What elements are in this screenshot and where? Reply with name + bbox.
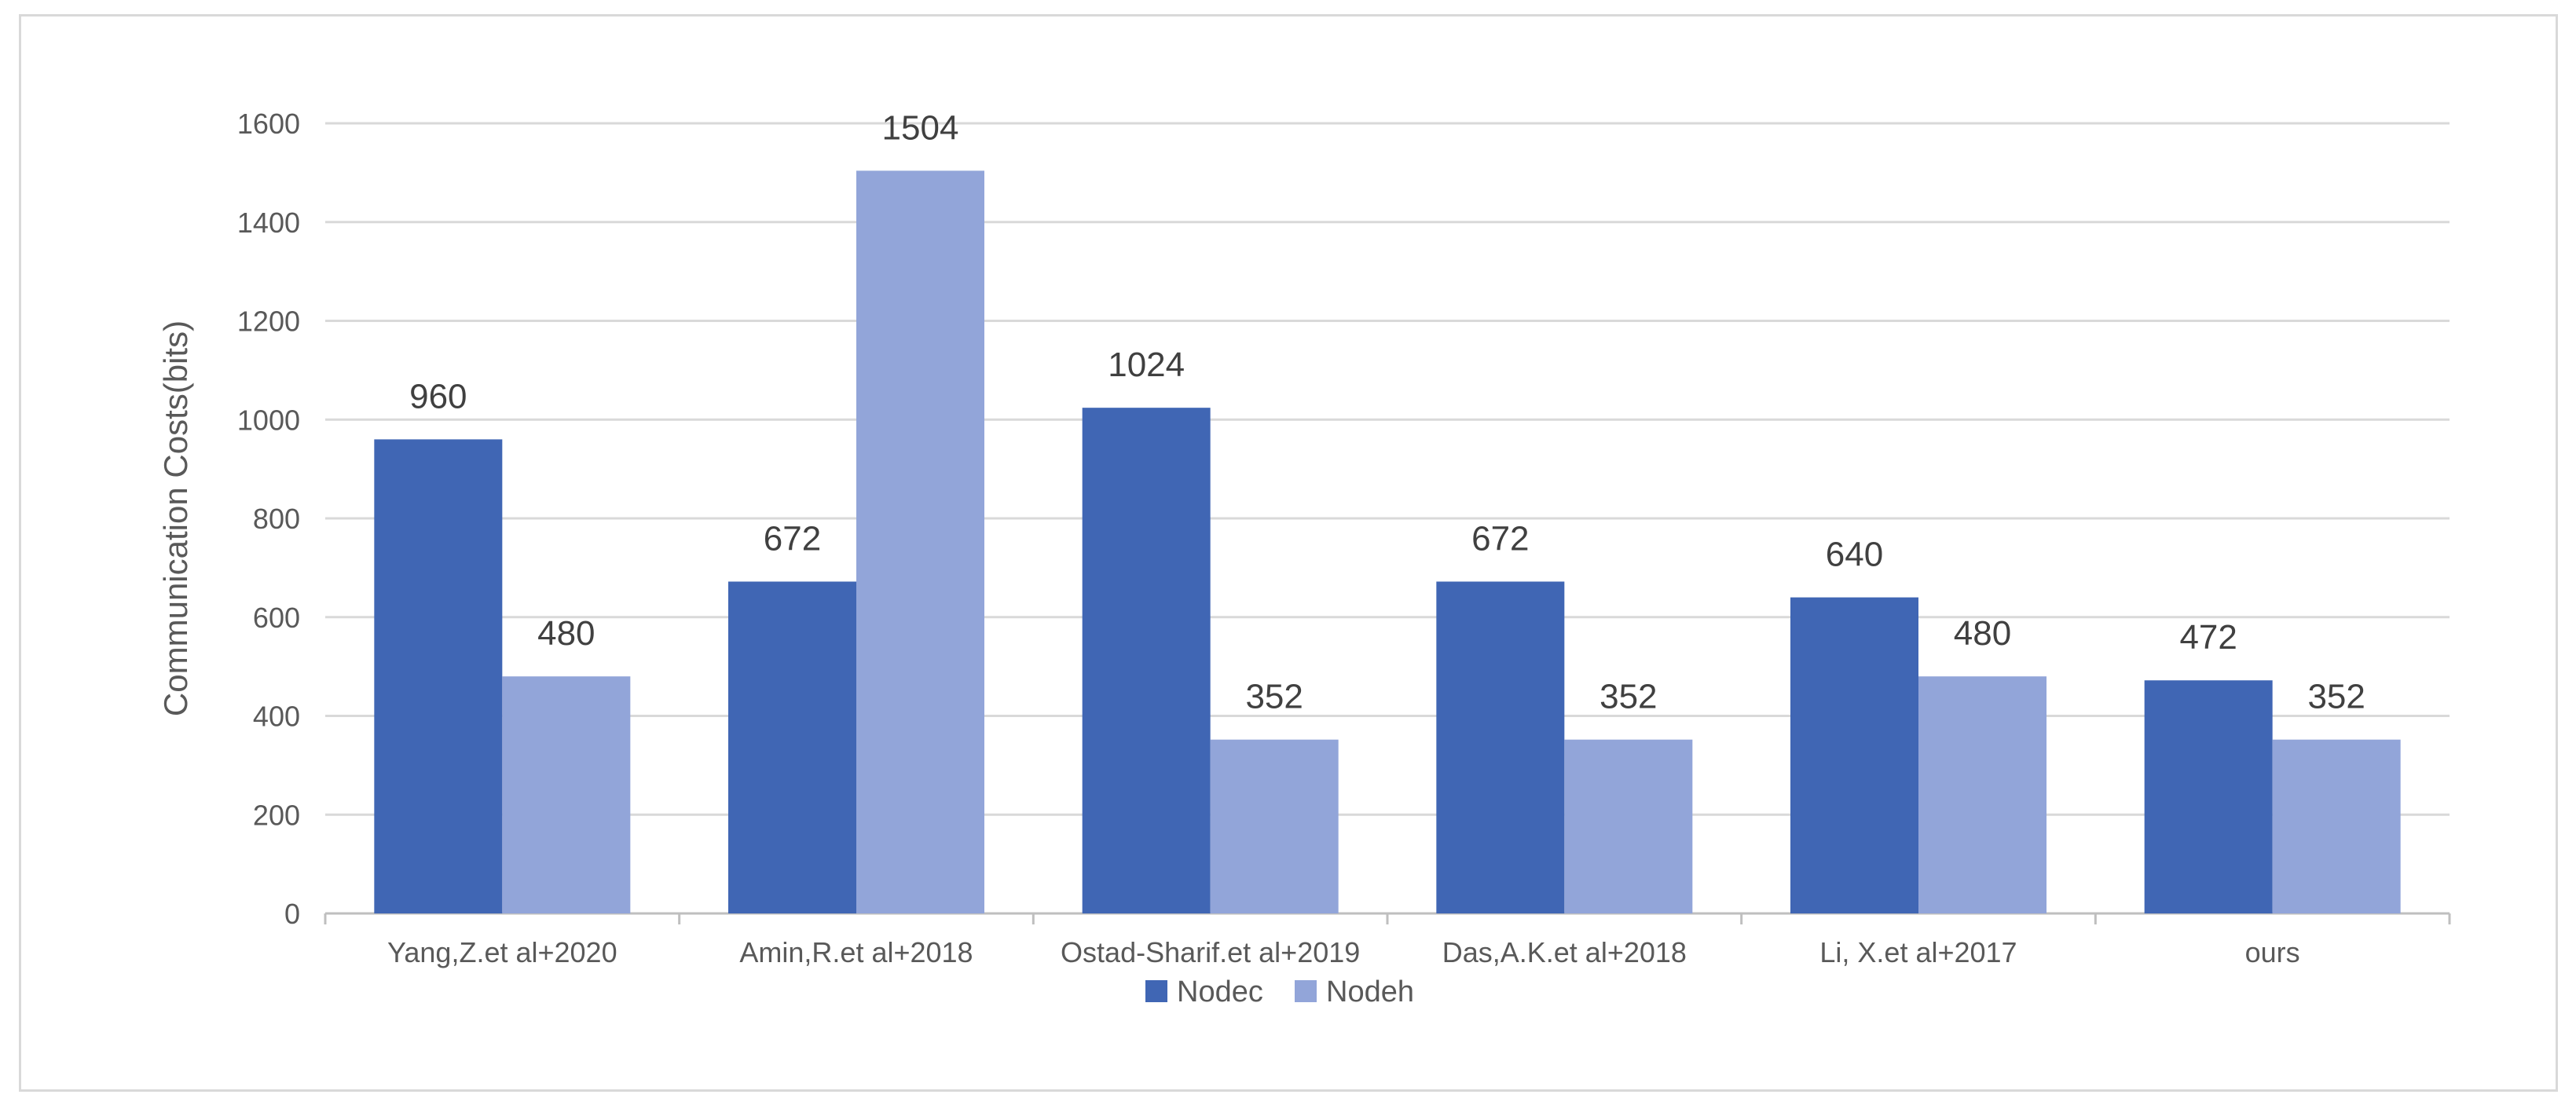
- legend-label-nodeh: Nodeh: [1326, 975, 1414, 1008]
- bar-nodeh: [856, 170, 984, 914]
- data-label: 352: [2307, 678, 2365, 716]
- bar-nodec: [1082, 408, 1211, 913]
- bar-nodeh: [502, 676, 631, 913]
- y-tick-label: 600: [253, 602, 300, 634]
- y-tick-label: 800: [253, 503, 300, 535]
- data-labels: 960 480 672 1504 1024 352 672 352 640 480 472 352: [409, 108, 2365, 716]
- bar-nodec: [728, 581, 856, 913]
- bar-nodec: [2144, 680, 2273, 913]
- y-tick-label: 1200: [237, 306, 300, 338]
- x-tick-label: Amin,R.et al+2018: [739, 936, 973, 968]
- bar-nodec: [374, 439, 503, 913]
- x-tick-label: ours: [2245, 936, 2300, 968]
- y-tick-label: 1400: [237, 207, 300, 239]
- data-label: 352: [1599, 678, 1657, 716]
- bar-nodec: [1436, 581, 1565, 913]
- data-label: 640: [1826, 536, 1883, 574]
- y-tick-label: 0: [284, 898, 300, 930]
- bar-nodeh: [1918, 676, 2047, 913]
- bar-nodec: [1790, 597, 1918, 913]
- data-label: 1504: [882, 108, 959, 147]
- legend: Nodec Nodeh: [1145, 975, 1414, 1008]
- y-tick-label: 1600: [237, 108, 300, 140]
- bar-nodeh: [1210, 739, 1339, 913]
- y-tick-label: 200: [253, 799, 300, 831]
- data-label: 480: [1954, 614, 2011, 653]
- axis-ticks: 0 200 400 600 800 1000 1200 1400 1600 Yang,Z.et a…: [237, 108, 2451, 968]
- data-label: 472: [2179, 618, 2237, 657]
- data-label: 672: [1471, 519, 1529, 558]
- legend-label-nodec: Nodec: [1177, 975, 1263, 1008]
- x-tick-label: Li, X.et al+2017: [1819, 936, 2017, 968]
- y-axis-title: Communication Costs(bits): [157, 320, 194, 716]
- x-tick-label: Ostad-Sharif.et al+2019: [1061, 936, 1360, 968]
- legend-swatch-nodec: [1145, 980, 1167, 1002]
- x-tick-label: Yang,Z.et al+2020: [387, 936, 617, 968]
- x-tick-label: Das,A.K.et al+2018: [1442, 936, 1687, 968]
- data-label: 672: [764, 519, 821, 558]
- legend-swatch-nodeh: [1295, 980, 1317, 1002]
- y-tick-label: 1000: [237, 404, 300, 436]
- data-label: 480: [537, 614, 595, 653]
- data-label: 960: [409, 377, 467, 415]
- data-label: 352: [1245, 678, 1303, 716]
- bars: [374, 170, 2401, 914]
- data-label: 1024: [1108, 346, 1185, 384]
- bar-nodeh: [2272, 739, 2401, 913]
- gridlines: [325, 122, 2450, 915]
- y-tick-label: 400: [253, 701, 300, 733]
- bar-nodeh: [1564, 739, 1693, 913]
